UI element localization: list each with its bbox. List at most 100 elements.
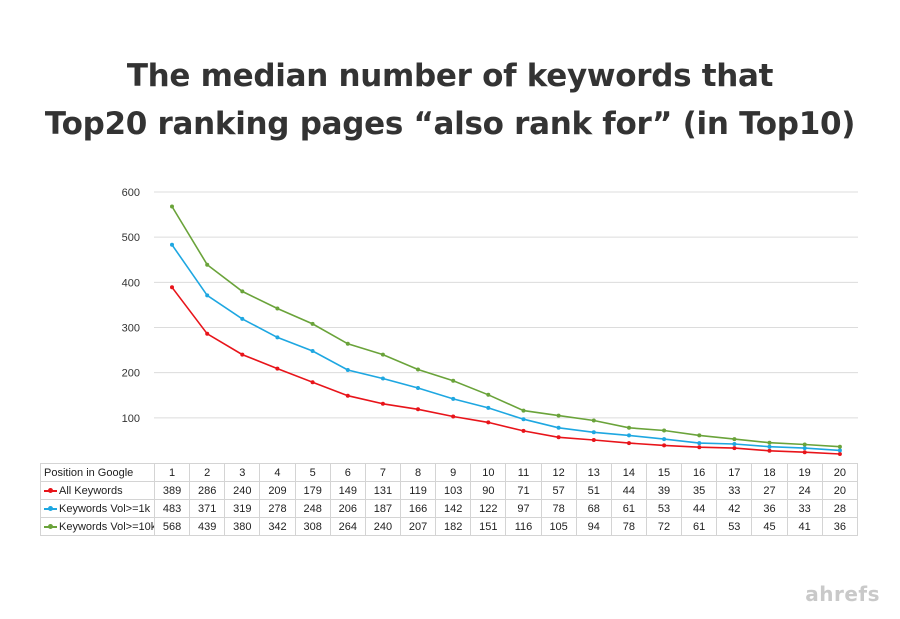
data-label-all-keywords-10: 90 xyxy=(470,481,507,500)
x-tick-label-6: 6 xyxy=(329,463,366,482)
x-tick-label-15: 15 xyxy=(645,463,683,482)
data-point-all-keywords-17 xyxy=(732,446,737,451)
data-label-all-keywords-14: 44 xyxy=(610,481,647,500)
data-label-keywords-vol-10k-15: 72 xyxy=(645,517,683,536)
data-label-all-keywords-4: 209 xyxy=(259,481,296,500)
y-tick-label-500: 500 xyxy=(122,232,140,244)
data-point-keywords-vol-1k-1 xyxy=(170,242,174,247)
data-point-all-keywords-15 xyxy=(662,443,667,448)
data-label-keywords-vol-1k-13: 68 xyxy=(575,499,612,518)
data-label-all-keywords-5: 179 xyxy=(294,481,331,500)
x-tick-label-20: 20 xyxy=(821,463,859,482)
data-label-keywords-vol-10k-10: 151 xyxy=(470,517,507,536)
data-point-keywords-vol-10k-11 xyxy=(521,408,526,413)
data-label-keywords-vol-1k-18: 36 xyxy=(751,499,788,518)
data-label-keywords-vol-1k-10: 122 xyxy=(470,499,507,518)
chart-gridlines xyxy=(154,191,858,419)
data-point-keywords-vol-10k-20 xyxy=(837,444,842,449)
data-point-keywords-vol-1k-5 xyxy=(310,349,315,353)
data-label-keywords-vol-10k-19: 41 xyxy=(786,517,823,536)
x-tick-label-19: 19 xyxy=(786,463,823,482)
chart-title-line-2: Top20 ranking pages “also rank for” (in … xyxy=(44,106,856,142)
table-header-xlabel: Position in Google xyxy=(40,463,155,482)
data-point-all-keywords-16 xyxy=(697,445,702,450)
data-point-all-keywords-20 xyxy=(837,452,842,456)
data-label-keywords-vol-10k-14: 78 xyxy=(610,517,647,536)
series-line-keywords-vol-1k xyxy=(171,244,840,452)
data-label-all-keywords-17: 33 xyxy=(716,481,753,500)
legend-swatch-keywords-vol-10k xyxy=(44,522,57,531)
data-label-keywords-vol-1k-9: 142 xyxy=(435,499,472,518)
data-label-all-keywords-18: 27 xyxy=(751,481,788,500)
data-point-keywords-vol-10k-18 xyxy=(767,440,772,445)
x-tick-label-11: 11 xyxy=(505,463,542,482)
data-point-all-keywords-10 xyxy=(486,420,491,425)
data-label-keywords-vol-10k-8: 207 xyxy=(399,517,437,536)
data-label-all-keywords-6: 149 xyxy=(329,481,366,500)
x-tick-label-5: 5 xyxy=(294,463,331,482)
data-point-keywords-vol-1k-4 xyxy=(275,335,280,340)
x-tick-label-18: 18 xyxy=(751,463,788,482)
data-label-keywords-vol-10k-9: 182 xyxy=(435,517,472,536)
data-point-keywords-vol-10k-10 xyxy=(486,392,491,397)
data-point-keywords-vol-10k-7 xyxy=(380,352,385,357)
data-point-keywords-vol-1k-20 xyxy=(837,448,842,453)
data-label-all-keywords-3: 240 xyxy=(224,481,261,500)
data-label-all-keywords-20: 20 xyxy=(821,481,859,500)
data-label-keywords-vol-10k-7: 240 xyxy=(364,517,401,536)
data-label-keywords-vol-10k-4: 342 xyxy=(259,517,296,536)
data-label-keywords-vol-10k-1: 568 xyxy=(153,517,191,536)
data-label-keywords-vol-10k-20: 36 xyxy=(821,517,859,536)
data-point-keywords-vol-10k-19 xyxy=(802,442,807,447)
x-tick-label-7: 7 xyxy=(364,463,401,482)
data-label-all-keywords-12: 57 xyxy=(540,481,577,500)
data-label-all-keywords-8: 119 xyxy=(399,481,437,500)
x-tick-label-4: 4 xyxy=(259,463,296,482)
data-label-keywords-vol-1k-6: 206 xyxy=(329,499,366,518)
data-point-all-keywords-5 xyxy=(310,380,315,385)
data-point-keywords-vol-1k-12 xyxy=(556,425,561,430)
data-label-all-keywords-2: 286 xyxy=(189,481,226,500)
data-label-keywords-vol-1k-3: 319 xyxy=(224,499,261,518)
data-point-keywords-vol-10k-1 xyxy=(170,204,174,209)
data-point-keywords-vol-1k-2 xyxy=(205,293,210,298)
data-point-all-keywords-19 xyxy=(802,450,807,455)
data-point-keywords-vol-10k-4 xyxy=(275,306,280,311)
data-point-keywords-vol-1k-8 xyxy=(416,386,420,390)
data-label-all-keywords-13: 51 xyxy=(575,481,612,500)
x-tick-label-8: 8 xyxy=(399,463,437,482)
table-row: Keywords Vol>=10k 568 439 380 342 308 264 240 20… xyxy=(40,517,859,536)
data-label-keywords-vol-10k-3: 380 xyxy=(224,517,261,536)
data-label-keywords-vol-1k-8: 166 xyxy=(399,499,437,518)
x-tick-label-9: 9 xyxy=(435,463,472,482)
data-label-all-keywords-11: 71 xyxy=(505,481,542,500)
data-label-keywords-vol-1k-15: 53 xyxy=(645,499,683,518)
data-point-keywords-vol-1k-11 xyxy=(521,417,526,422)
data-label-keywords-vol-10k-5: 308 xyxy=(294,517,331,536)
data-label-all-keywords-19: 24 xyxy=(786,481,823,500)
data-point-keywords-vol-10k-8 xyxy=(416,367,420,372)
data-label-keywords-vol-1k-1: 483 xyxy=(153,499,191,518)
legend-label: All Keywords xyxy=(59,484,123,497)
data-point-all-keywords-3 xyxy=(240,352,245,357)
data-label-keywords-vol-1k-11: 97 xyxy=(505,499,542,518)
data-point-keywords-vol-1k-6 xyxy=(345,368,350,372)
data-label-keywords-vol-10k-18: 45 xyxy=(751,517,788,536)
legend-entry-keywords-vol-1k: Keywords Vol>=1k xyxy=(40,499,155,518)
data-label-keywords-vol-10k-12: 105 xyxy=(540,517,577,536)
data-label-all-keywords-7: 131 xyxy=(364,481,401,500)
legend-label: Keywords Vol>=1k xyxy=(59,502,151,515)
chart-title: The median number of keywords that Top20… xyxy=(0,52,900,148)
table-header-row: Position in Google 1 2 3 4 5 6 7 8 9 10 11 12 13 14 15… xyxy=(40,463,859,482)
series-line-keywords-vol-10k xyxy=(171,206,840,448)
data-point-keywords-vol-10k-17 xyxy=(732,437,737,442)
data-point-keywords-vol-1k-3 xyxy=(240,316,245,321)
data-point-all-keywords-7 xyxy=(380,401,385,406)
data-point-keywords-vol-1k-18 xyxy=(767,444,772,449)
data-point-keywords-vol-10k-16 xyxy=(697,433,702,438)
data-point-all-keywords-8 xyxy=(416,407,420,412)
legend-entry-keywords-vol-10k: Keywords Vol>=10k xyxy=(40,517,155,536)
data-point-keywords-vol-1k-7 xyxy=(380,376,385,381)
data-label-all-keywords-9: 103 xyxy=(435,481,472,500)
data-label-keywords-vol-1k-12: 78 xyxy=(540,499,577,518)
